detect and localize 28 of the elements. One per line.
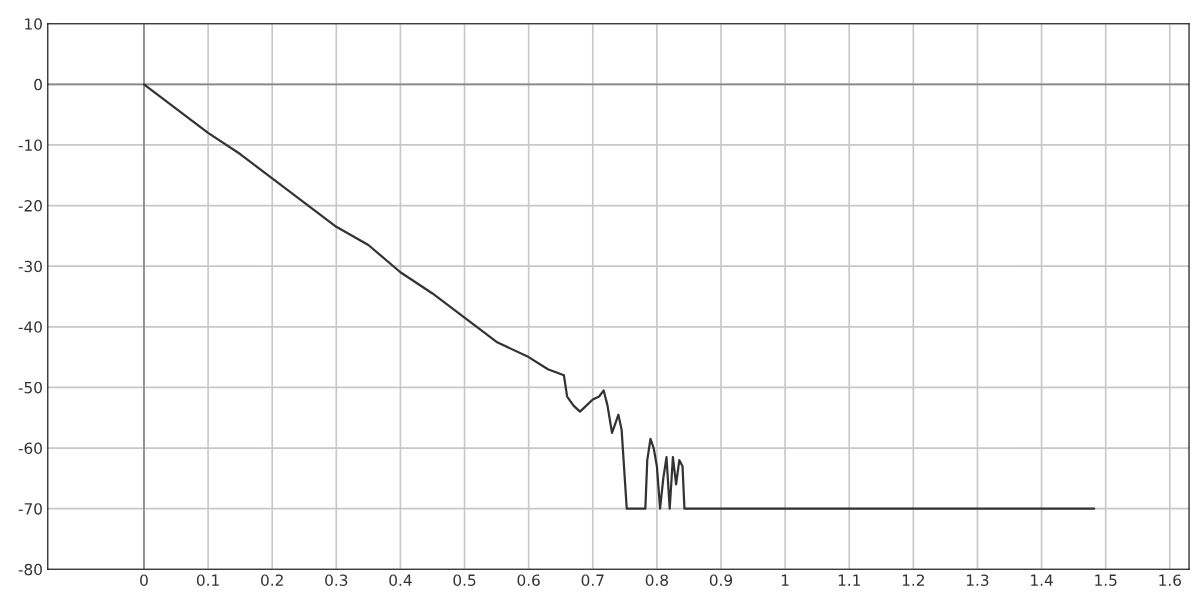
x-tick-label: 1 — [781, 574, 789, 586]
y-tick-label: -10 — [18, 139, 42, 151]
y-tick-label: 10 — [25, 18, 42, 30]
y-tick-label: -70 — [18, 503, 42, 515]
x-tick-label: 0.7 — [581, 574, 604, 586]
line-series — [142, 83, 1096, 510]
x-tick-label: 1.6 — [1159, 574, 1181, 586]
x-tick-label: 1.5 — [1095, 574, 1117, 586]
x-tick-label: 1.4 — [1031, 574, 1053, 586]
y-tick-label: -30 — [18, 260, 42, 273]
x-tick-label: 0.3 — [325, 574, 348, 586]
x-tick-label: 0.9 — [709, 574, 733, 586]
x-tick-label: 0.8 — [645, 574, 668, 586]
y-tick-label: -60 — [18, 442, 42, 455]
x-tick-label: 1.1 — [838, 574, 860, 586]
y-tick-label: -20 — [18, 200, 42, 212]
x-tick-label: 0.1 — [196, 574, 219, 586]
y-tick-label: -50 — [18, 381, 42, 394]
x-tick-label: 1.2 — [902, 574, 924, 586]
x-tick-label: 0.6 — [517, 574, 540, 586]
y-tick-label: 0 — [34, 78, 42, 91]
x-tick-label: 0 — [140, 574, 148, 586]
x-tick-label: 0.2 — [261, 574, 283, 586]
x-tick-label: 1.3 — [966, 574, 989, 586]
x-tick-label: 0.4 — [389, 574, 412, 586]
y-tick-label: -40 — [18, 321, 42, 333]
x-tick-label: 0.5 — [453, 574, 476, 586]
y-tick-label: -80 — [18, 563, 42, 576]
